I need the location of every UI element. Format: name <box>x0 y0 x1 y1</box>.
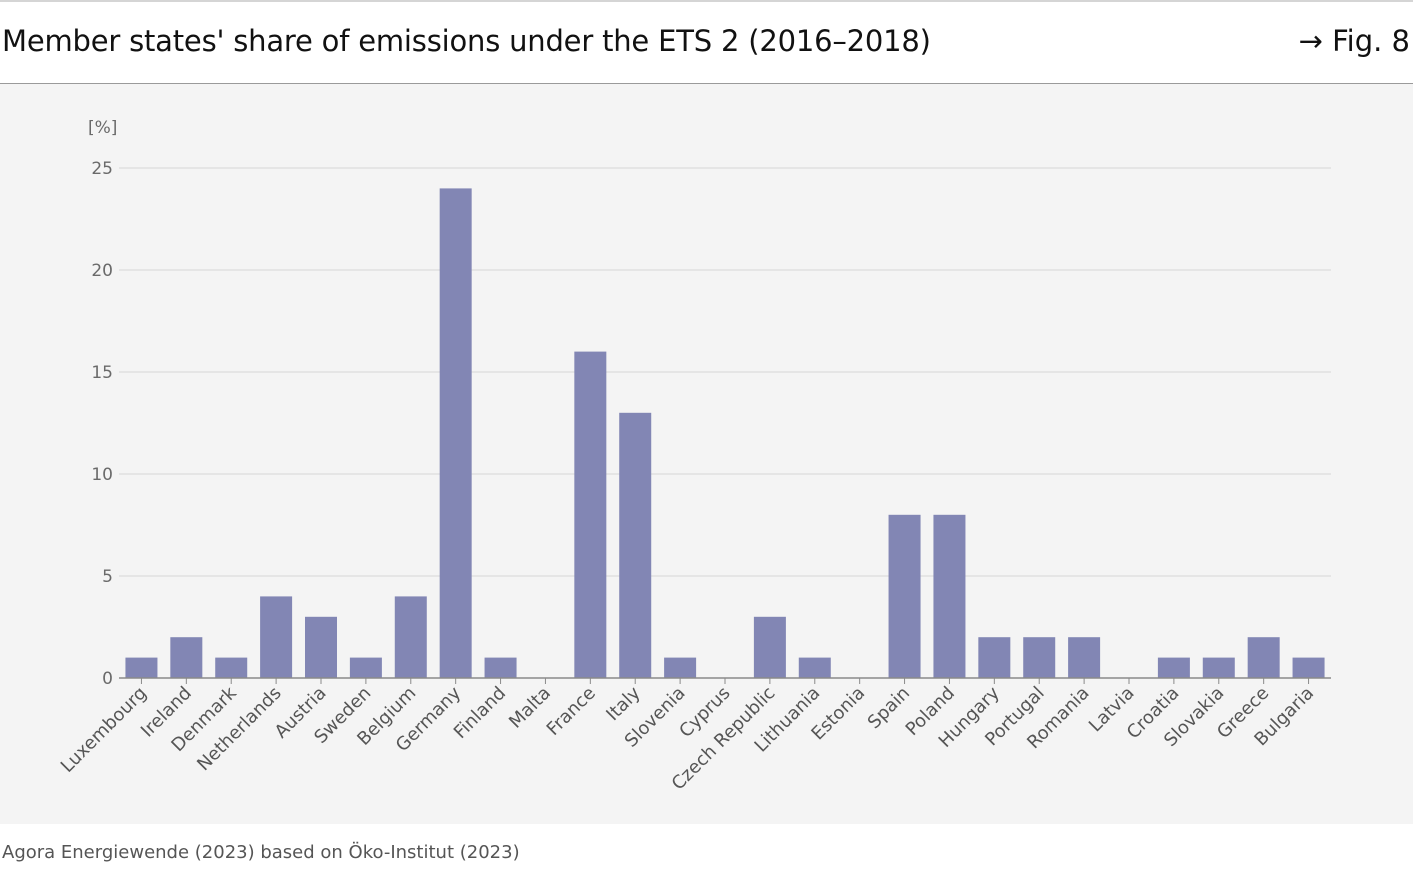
bar-slovenia <box>664 657 697 678</box>
bar-italy <box>619 412 652 678</box>
figure-reference: → Fig. 8 <box>1298 24 1410 58</box>
bar-luxembourg <box>125 657 158 678</box>
bar-slovakia <box>1202 657 1235 678</box>
bar-ireland <box>170 637 203 678</box>
y-tick-label-5: 5 <box>102 567 113 587</box>
y-tick-label-25: 25 <box>91 159 113 179</box>
bar-lithuania <box>798 657 831 678</box>
gridlines <box>119 167 1331 577</box>
bar-hungary <box>978 637 1011 678</box>
category-labels: LuxembourgIrelandDenmarkNetherlandsAustr… <box>57 682 1318 794</box>
bar-germany <box>439 188 472 678</box>
top-rule <box>0 0 1413 2</box>
chart-title: Member states' share of emissions under … <box>2 24 931 58</box>
bars <box>125 188 1325 678</box>
bar-czech-republic <box>753 616 786 678</box>
y-tick-label-20: 20 <box>91 261 113 281</box>
bar-portugal <box>1023 637 1056 678</box>
chart-panel <box>0 84 1413 824</box>
bar-denmark <box>215 657 248 678</box>
bar-finland <box>484 657 517 678</box>
bar-croatia <box>1157 657 1190 678</box>
x-axis-ticks <box>140 678 1310 684</box>
category-label-luxembourg: Luxembourg <box>57 683 151 777</box>
bar-spain <box>888 514 921 678</box>
bar-france <box>574 351 607 678</box>
y-axis-unit-label: [%] <box>88 118 117 138</box>
y-tick-label-0: 0 <box>102 669 113 689</box>
bar-austria <box>305 616 337 678</box>
bar-greece <box>1247 637 1280 678</box>
bar-sweden <box>349 657 382 678</box>
bar-belgium <box>394 596 427 678</box>
bar-poland <box>933 514 966 678</box>
title-rule <box>0 83 1413 84</box>
y-axis-ticks: 0 5 10 15 20 25 <box>91 159 113 689</box>
y-tick-label-10: 10 <box>91 465 113 485</box>
source-note: Agora Energiewende (2023) based on Öko-I… <box>2 842 520 863</box>
bar-netherlands <box>260 596 293 678</box>
category-label-france: France <box>543 683 600 740</box>
bar-bulgaria <box>1292 657 1325 678</box>
bar-romania <box>1068 637 1101 678</box>
title-row: Member states' share of emissions under … <box>0 2 1413 83</box>
y-tick-label-15: 15 <box>91 363 113 383</box>
